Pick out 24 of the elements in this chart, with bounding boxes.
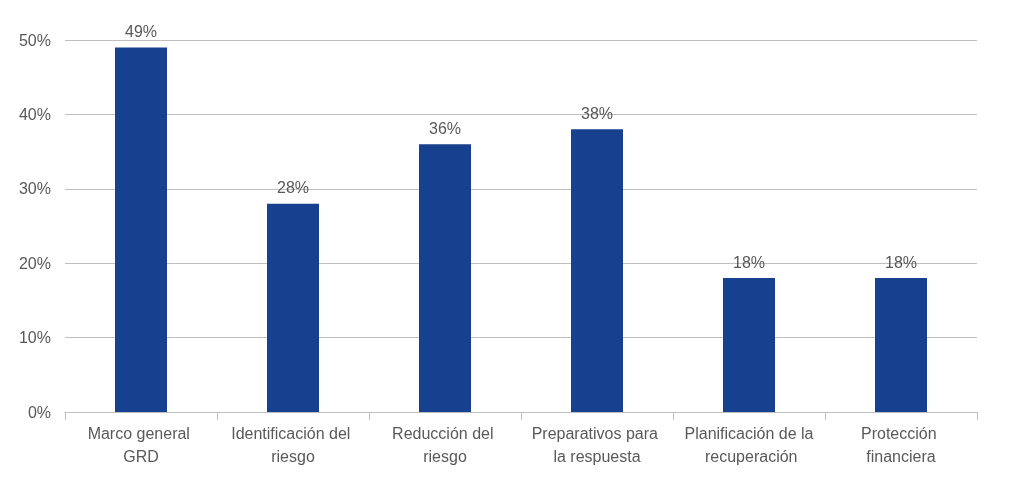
bar — [571, 129, 623, 412]
bar — [115, 47, 167, 412]
x-tick-label: Planificación de la recuperación — [684, 425, 814, 465]
y-tick-label: 0% — [27, 403, 51, 421]
data-label: 28% — [276, 179, 310, 197]
y-tick-label: 10% — [18, 329, 51, 347]
bar — [723, 278, 775, 412]
data-label: 18% — [884, 253, 918, 271]
y-tick-label: 50% — [18, 31, 51, 49]
x-tick-label: Reducción del riesgo — [392, 425, 498, 465]
bar — [267, 203, 319, 412]
data-label: 49% — [124, 22, 158, 40]
x-tick-label: Preparativos para la respuesta — [531, 425, 663, 465]
bar — [875, 278, 927, 412]
bar — [419, 144, 471, 412]
data-label: 18% — [732, 253, 766, 271]
y-tick-label: 40% — [18, 105, 51, 123]
y-tick-label: 20% — [18, 254, 51, 272]
data-label: 38% — [580, 104, 614, 122]
x-tick-label: Identificación del riesgo — [231, 425, 355, 465]
data-label: 36% — [428, 119, 462, 137]
y-tick-label: 30% — [18, 180, 51, 198]
x-tick-label: Protección financiera — [860, 425, 942, 465]
x-tick-label: Marco general GRD — [87, 425, 195, 465]
